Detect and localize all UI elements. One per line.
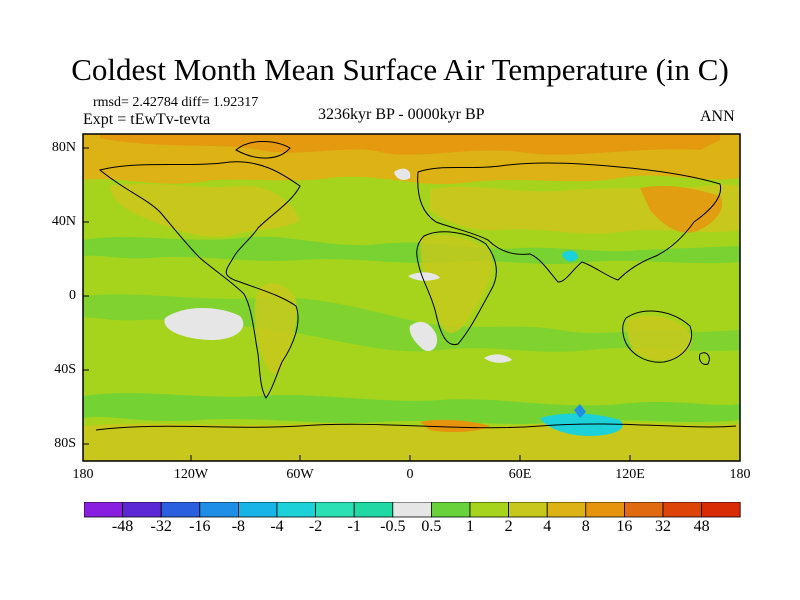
- cool-patch-antarctic-small: [574, 404, 586, 418]
- antarctic-region: [83, 422, 740, 461]
- x-tick-label: 120W: [173, 467, 209, 482]
- cool-patch-india: [562, 250, 578, 262]
- colorbar-label: 0.5: [421, 518, 442, 535]
- colorbar-box: [624, 502, 664, 518]
- colorbar-label: -0.5: [380, 518, 406, 535]
- south-pacific-cool-band: [83, 294, 740, 352]
- y-tick-label: 0: [69, 288, 76, 303]
- colorbar-box: [392, 502, 432, 518]
- experiment-label: Expt = tEwTv-tevta: [83, 111, 211, 128]
- near-zero-patch-arctic: [394, 168, 411, 180]
- colorbar-label: 2: [504, 518, 513, 535]
- east-asia-hot-region: [640, 185, 723, 233]
- colorbar-box: [508, 502, 548, 518]
- antarctic-cool-patch: [540, 413, 623, 436]
- colorbar-box: [122, 502, 162, 518]
- colorbar-box: [160, 502, 201, 518]
- colorbar-box: [276, 502, 316, 518]
- x-tick-label: 0: [406, 467, 414, 482]
- colorbar-label: 48: [693, 518, 710, 535]
- colorbar-box: [469, 502, 509, 518]
- stats-text: rmsd= 2.42784 diff= 1.92317: [93, 95, 259, 110]
- map-ticks: [83, 147, 631, 461]
- colorbar-label: -4: [270, 518, 284, 535]
- colorbar-box: [199, 502, 239, 518]
- colorbar-box: [315, 502, 355, 518]
- near-zero-patch-indian: [484, 354, 512, 363]
- arctic-hot-region: [100, 134, 720, 155]
- north-america-warm-region: [110, 184, 300, 237]
- y-tick-label: 80S: [54, 436, 76, 451]
- colorbar-label: 1: [466, 518, 474, 535]
- colorbar-label: -16: [189, 518, 211, 535]
- chart-title: Coldest Month Mean Surface Air Temperatu…: [71, 52, 729, 87]
- x-tick-label: 180: [729, 467, 751, 482]
- colorbar-box: [585, 502, 625, 518]
- colorbar-box: [662, 502, 702, 518]
- near-zero-patch-atlantic: [409, 321, 438, 352]
- australia-warm-region: [627, 315, 693, 361]
- antarctic-hot-spot: [420, 419, 490, 433]
- colorbar-label: 16: [616, 518, 633, 535]
- season-label: ANN: [700, 108, 735, 125]
- map-border: [82, 133, 741, 462]
- coastlines: [95, 141, 737, 431]
- colorbar-box: [430, 502, 471, 518]
- colorbar-box: [84, 502, 123, 518]
- south-america-warm-region: [254, 283, 297, 374]
- colorbar-label: -8: [231, 518, 246, 535]
- colorbar-label: -1: [347, 518, 361, 535]
- colorbar-label: -48: [111, 518, 134, 535]
- x-tick-label: 60W: [286, 467, 314, 482]
- colorbar-label: -2: [308, 518, 323, 535]
- x-tick-label: 120E: [615, 467, 645, 482]
- colorbar-label: 8: [581, 518, 590, 535]
- colorbar-box: [353, 502, 394, 518]
- near-zero-patch-pacific: [164, 308, 244, 340]
- colorbar: [84, 502, 741, 518]
- y-tick-label: 40N: [51, 214, 76, 229]
- colorbar-box: [546, 502, 587, 518]
- colorbar-label: 4: [543, 518, 552, 535]
- y-tick-label: 80N: [51, 140, 76, 155]
- x-tick-label: 180: [72, 467, 94, 482]
- africa-warm-region: [420, 234, 493, 333]
- colorbar-label: 32: [655, 518, 671, 535]
- colorbar-box: [701, 502, 741, 518]
- near-zero-patch-tropical: [408, 272, 440, 281]
- colorbar-box: [237, 502, 278, 518]
- x-tick-label: 60E: [508, 467, 532, 482]
- y-tick-label: 40S: [54, 362, 76, 377]
- colorbar-label: -32: [150, 518, 172, 535]
- period-label: 3236kyr BP - 0000kyr BP: [318, 106, 485, 123]
